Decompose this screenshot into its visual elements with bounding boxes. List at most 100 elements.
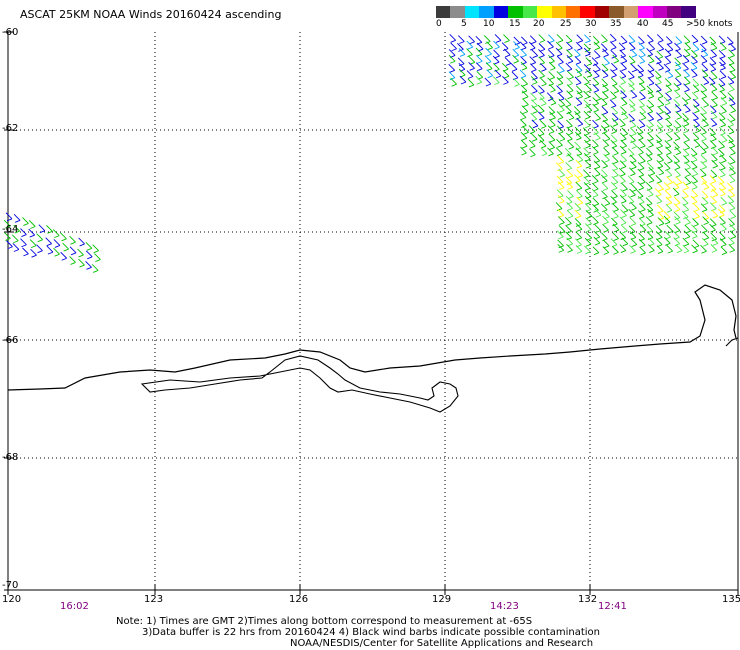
wind-barb [558, 64, 565, 74]
wind-barb [521, 77, 528, 87]
wind-barb [702, 231, 710, 241]
wind-barb [513, 41, 520, 50]
wind-barb [565, 162, 573, 171]
wind-barb [52, 229, 60, 239]
wind-barb [592, 203, 599, 213]
wind-barb [692, 84, 700, 94]
wind-barb [584, 237, 592, 247]
legend-swatch [464, 6, 480, 18]
wind-barb [38, 224, 46, 234]
wind-barb [601, 69, 609, 79]
wind-barb [619, 145, 627, 155]
wind-barb [656, 120, 664, 130]
wind-barb [621, 127, 629, 137]
wind-barb [710, 244, 718, 253]
wind-barb [450, 77, 457, 87]
wind-barb [638, 99, 645, 108]
wind-barb [610, 217, 618, 227]
wind-barb [690, 195, 698, 205]
wind-barb [647, 99, 655, 109]
wind-barb [656, 245, 664, 254]
wind-barb [692, 203, 700, 212]
wind-barb [647, 244, 655, 253]
wind-barb [683, 230, 691, 240]
wind-barb [557, 208, 565, 218]
wind-barb [502, 69, 510, 79]
wind-barb [593, 41, 601, 51]
wind-barb [530, 63, 537, 73]
wind-barb [556, 139, 563, 148]
wind-barb [718, 168, 726, 178]
wind-barb [576, 196, 583, 206]
wind-barb [600, 97, 608, 107]
wind-barb [720, 246, 728, 256]
wind-barb [611, 155, 619, 165]
wind-barb [575, 231, 583, 241]
wind-barb [537, 111, 545, 121]
wind-barb [700, 83, 708, 93]
wind-barb [91, 264, 99, 273]
wind-barb [655, 55, 662, 65]
time-label: 12:41 [598, 601, 627, 612]
wind-barb [684, 92, 692, 102]
wind-barb [593, 69, 600, 79]
legend-color-bar [436, 6, 696, 18]
wind-barb [547, 77, 554, 87]
wind-barb [575, 64, 583, 74]
wind-barb [728, 139, 736, 149]
wind-barb [691, 34, 699, 44]
wind-barb [656, 139, 663, 149]
wind-barb [601, 232, 608, 242]
wind-barb [621, 111, 629, 121]
wind-barb [700, 132, 707, 142]
wind-barb [539, 97, 547, 107]
wind-barb [584, 159, 592, 169]
wind-barb [60, 251, 68, 261]
wind-barb [556, 111, 564, 120]
wind-barb [520, 84, 528, 94]
wind-barb [601, 113, 608, 123]
wind-barb [520, 131, 528, 141]
coastline-east [725, 337, 739, 347]
wind-barb [528, 139, 536, 149]
wind-barb [548, 141, 555, 150]
wind-barb [681, 97, 689, 106]
wind-barb [728, 236, 735, 246]
wind-barb [594, 112, 601, 122]
wind-barb [77, 248, 84, 258]
wind-barb [655, 195, 663, 204]
wind-barb [566, 169, 574, 179]
wind-barb [639, 48, 646, 58]
wind-barb [548, 133, 556, 143]
wind-barb [549, 111, 556, 121]
wind-barb [628, 113, 635, 123]
wind-barb [656, 34, 664, 43]
wind-barb [567, 190, 574, 199]
wind-barb [574, 111, 581, 120]
wind-barb [620, 90, 627, 99]
wind-barb [728, 218, 735, 227]
wind-barb [556, 189, 564, 199]
wind-barb [611, 190, 618, 199]
wind-barb [647, 119, 654, 129]
wind-barb [710, 132, 717, 142]
wind-barb [673, 132, 681, 141]
wind-barb [592, 146, 599, 155]
wind-barb [655, 231, 663, 240]
wind-barb [728, 243, 736, 253]
legend-label: 40 [637, 19, 649, 29]
wind-barb [548, 34, 555, 44]
wind-barb [630, 183, 638, 193]
wind-barb [647, 237, 655, 247]
wind-barb [664, 56, 672, 65]
wind-barb [459, 75, 467, 85]
wind-barb [538, 34, 546, 43]
wind-barb [657, 166, 665, 176]
wind-barb [682, 244, 690, 254]
legend-swatch [522, 6, 538, 18]
coastline-ice-shelf [140, 355, 459, 413]
wind-barb [718, 187, 726, 197]
wind-barb [485, 47, 492, 57]
wind-barb [583, 147, 590, 157]
